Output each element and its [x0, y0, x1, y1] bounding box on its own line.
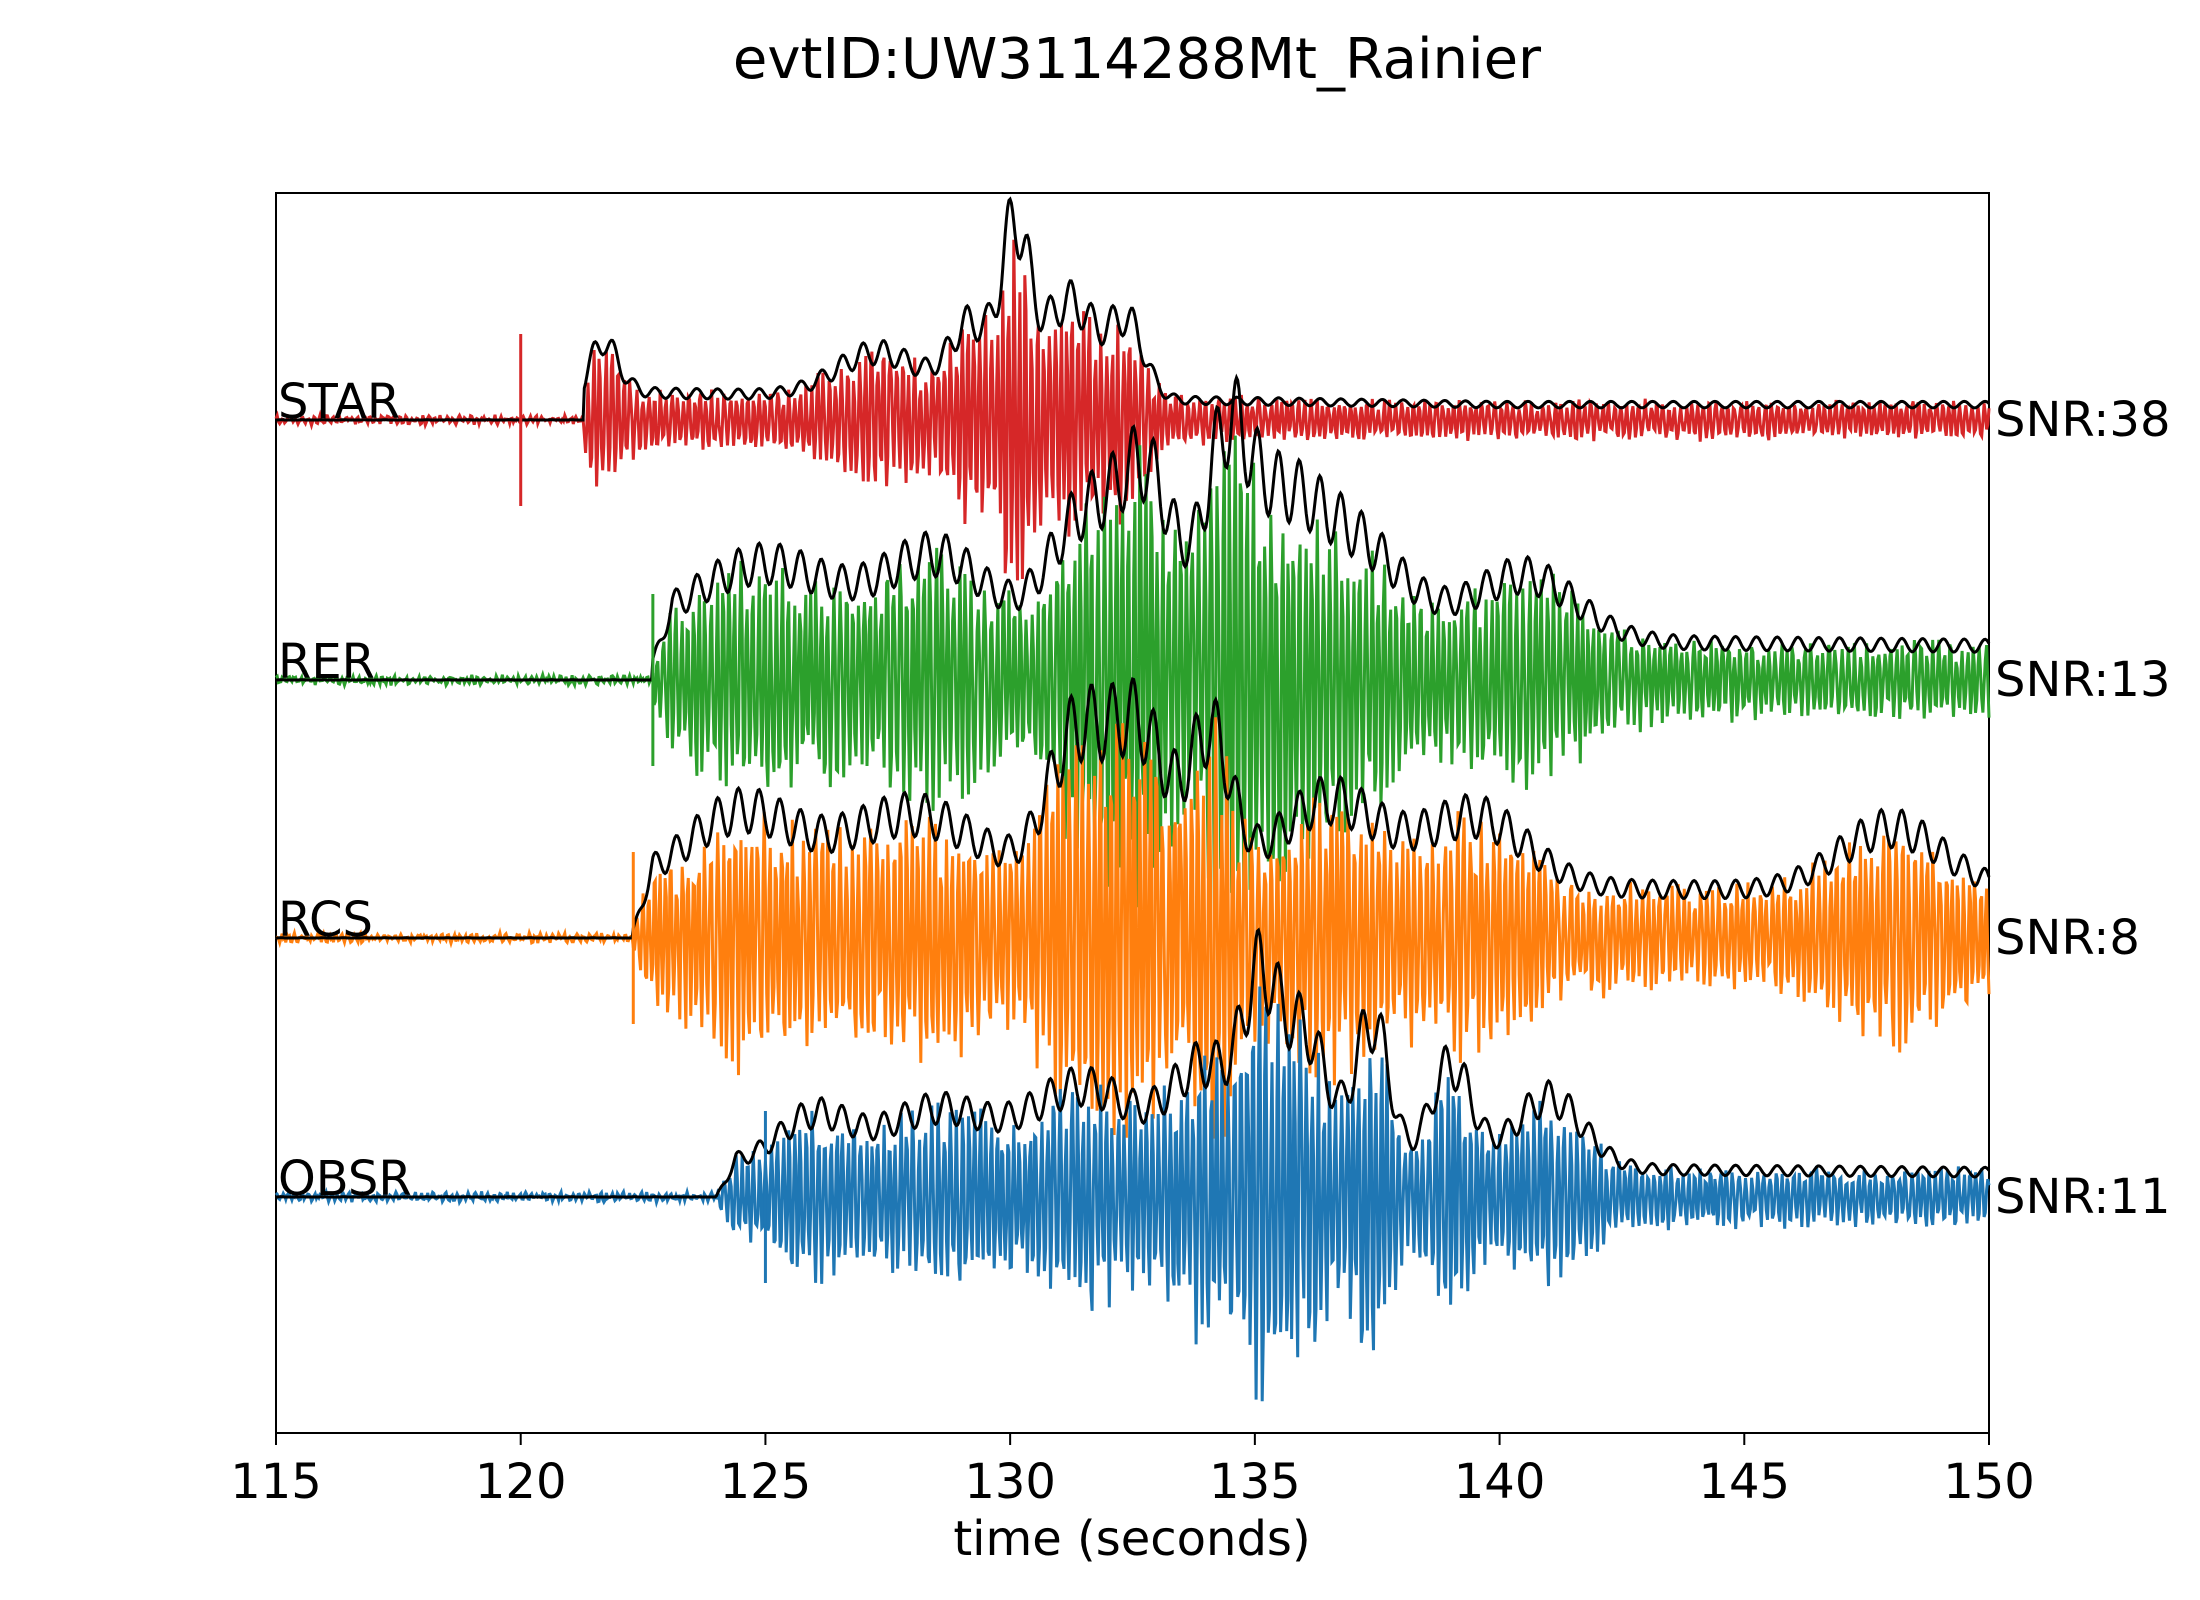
station-label-obsr: OBSR	[278, 1151, 412, 1207]
trace-obsr	[274, 986, 1991, 1402]
station-labels-layer: STAR SNR:38 RER SNR:13 RCS SNR:8 OBSR SNR:11	[278, 374, 2171, 1225]
station-label-star: STAR	[278, 374, 400, 430]
snr-label-obsr: SNR:11	[1995, 1169, 2171, 1225]
x-tick-label: 120	[475, 1454, 567, 1510]
chart-title: evtID:UW3114288Mt_Rainier	[733, 27, 1542, 92]
snr-label-star: SNR:38	[1995, 392, 2171, 448]
envelope-rer	[276, 373, 1991, 682]
trace-rer	[274, 435, 1991, 915]
x-tick-label: 135	[1209, 1454, 1301, 1510]
station-label-rer: RER	[278, 634, 375, 690]
x-tick-label: 130	[964, 1454, 1056, 1510]
envelope-rcs	[276, 676, 1991, 940]
snr-label-rcs: SNR:8	[1995, 910, 2140, 966]
plot-frame	[275, 192, 1990, 1434]
station-label-rcs: RCS	[278, 892, 373, 948]
x-axis: 115 120 125 130 135 140 145 150	[230, 1433, 2035, 1510]
x-axis-label: time (seconds)	[953, 1511, 1310, 1567]
snr-label-rer: SNR:13	[1995, 652, 2171, 708]
x-tick-label: 115	[230, 1454, 322, 1510]
envelope-star	[276, 196, 1991, 422]
x-tick-label: 140	[1454, 1454, 1546, 1510]
envelope-obsr	[276, 927, 1991, 1199]
traces-layer	[274, 196, 1991, 1402]
x-tick-label: 150	[1943, 1454, 2035, 1510]
x-tick-label: 145	[1698, 1454, 1790, 1510]
trace-star	[274, 239, 1991, 581]
x-tick-label: 125	[720, 1454, 812, 1510]
